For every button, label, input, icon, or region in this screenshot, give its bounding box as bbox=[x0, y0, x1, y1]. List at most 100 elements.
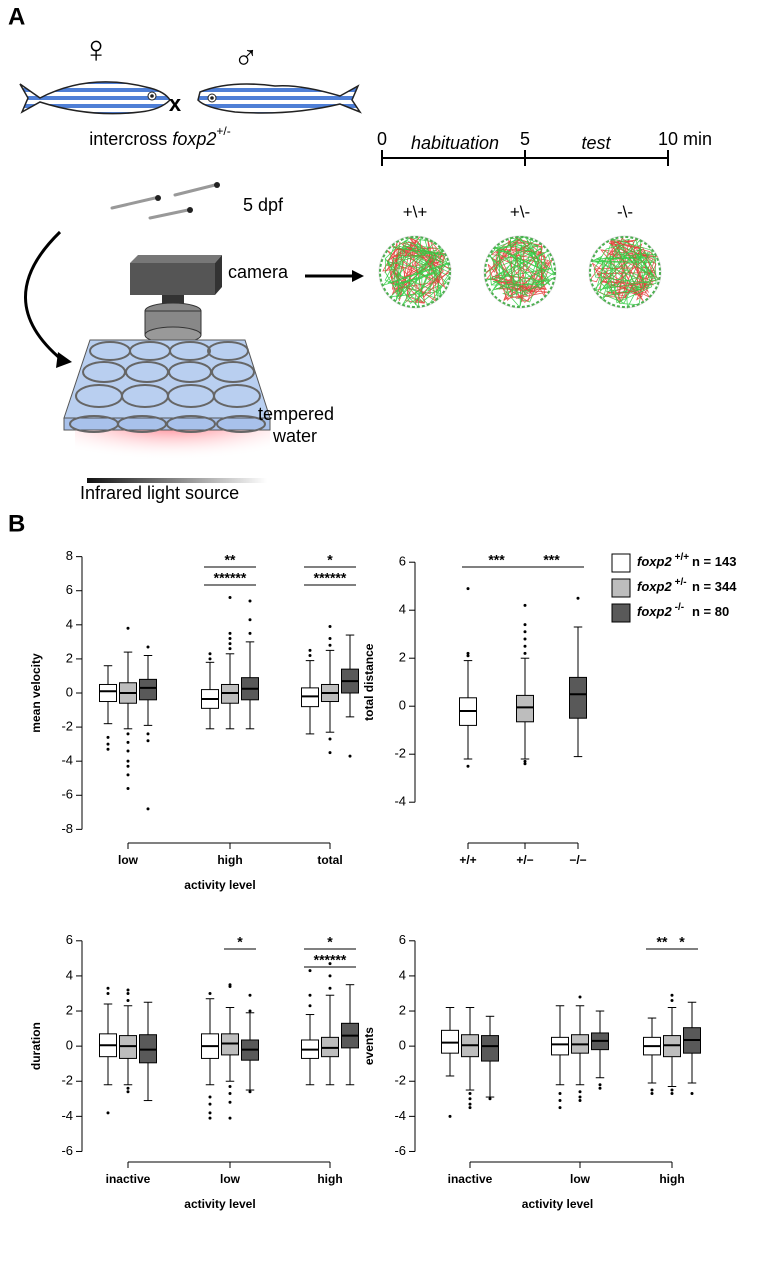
outlier bbox=[523, 603, 527, 607]
outlier bbox=[598, 1083, 602, 1087]
y-axis-label: duration bbox=[29, 1022, 43, 1070]
significance: ****** bbox=[314, 570, 347, 586]
box bbox=[516, 694, 534, 723]
outlier bbox=[328, 986, 332, 990]
outlier bbox=[670, 1092, 674, 1096]
ir-bar bbox=[87, 478, 267, 483]
female-symbol: ♀ bbox=[82, 29, 111, 71]
camera-icon bbox=[130, 255, 222, 344]
outlier bbox=[146, 732, 150, 736]
outlier bbox=[248, 599, 252, 603]
y-tick-label: 2 bbox=[399, 1002, 406, 1017]
track bbox=[486, 236, 555, 297]
legend-text: n = 143 bbox=[692, 554, 736, 569]
fish-male bbox=[197, 83, 362, 114]
y-tick-label: 6 bbox=[399, 554, 406, 569]
outlier bbox=[146, 807, 150, 811]
outlier bbox=[650, 1092, 654, 1096]
outlier bbox=[468, 1102, 472, 1106]
x-axis-label: activity level bbox=[184, 1197, 255, 1211]
outlier bbox=[248, 631, 252, 635]
legend-swatch bbox=[611, 553, 631, 573]
y-tick-label: 2 bbox=[66, 650, 73, 665]
outlier bbox=[650, 1088, 654, 1092]
outlier bbox=[558, 1099, 562, 1103]
outlier bbox=[523, 623, 527, 627]
x-tick-label: low bbox=[118, 853, 139, 867]
y-tick-label: -2 bbox=[394, 746, 406, 761]
outlier bbox=[228, 631, 232, 635]
x-tick-label: high bbox=[317, 1172, 342, 1186]
significance: *** bbox=[543, 552, 560, 568]
time-label: 0 bbox=[377, 129, 387, 149]
legend-label: foxp2 +/+ n = 143 bbox=[637, 552, 736, 570]
outlier bbox=[328, 636, 332, 640]
y-tick-label: 0 bbox=[399, 1038, 406, 1053]
y-tick-label: 0 bbox=[66, 684, 73, 699]
y-tick-label: 4 bbox=[66, 616, 73, 631]
significance: ****** bbox=[314, 952, 347, 968]
outlier bbox=[146, 739, 150, 743]
outlier bbox=[126, 740, 130, 744]
y-tick-label: 4 bbox=[399, 602, 406, 617]
track-label: +\+ bbox=[403, 202, 428, 221]
outlier bbox=[126, 764, 130, 768]
phase-label: habituation bbox=[411, 133, 499, 153]
y-tick-label: -4 bbox=[61, 1108, 73, 1123]
outlier bbox=[208, 657, 212, 661]
outlier bbox=[328, 643, 332, 647]
outlier bbox=[670, 998, 674, 1002]
phase-label: test bbox=[581, 133, 611, 153]
timeline bbox=[381, 150, 669, 166]
outlier bbox=[308, 654, 312, 657]
box bbox=[481, 1035, 499, 1062]
outlier bbox=[670, 1088, 674, 1092]
legend-text: +/+ bbox=[675, 552, 690, 563]
x-axis-label: activity level bbox=[184, 878, 255, 892]
outlier bbox=[523, 637, 527, 641]
outlier bbox=[308, 648, 312, 652]
outlier bbox=[228, 596, 232, 600]
water-label: water bbox=[272, 426, 317, 446]
x-tick-label: low bbox=[220, 1172, 241, 1186]
significance: ** bbox=[225, 552, 236, 568]
outlier bbox=[348, 754, 352, 758]
outlier bbox=[328, 737, 332, 741]
outlier bbox=[308, 993, 312, 997]
arrowhead bbox=[56, 352, 72, 368]
outlier bbox=[106, 742, 110, 746]
outlier bbox=[578, 1090, 582, 1094]
y-tick-label: -2 bbox=[394, 1073, 406, 1088]
arrow bbox=[24, 230, 63, 362]
outlier bbox=[248, 618, 252, 622]
outlier bbox=[126, 773, 130, 777]
outlier bbox=[126, 749, 130, 753]
well-plate bbox=[63, 339, 271, 470]
legend-text: n = 80 bbox=[692, 604, 729, 619]
outlier bbox=[248, 1009, 252, 1013]
time-label: 5 bbox=[520, 129, 530, 149]
outlier bbox=[208, 1095, 212, 1099]
y-tick-label: 8 bbox=[66, 548, 73, 563]
outlier bbox=[468, 1106, 472, 1110]
track-label: -\- bbox=[617, 202, 633, 221]
panel-label: A bbox=[8, 3, 25, 30]
significance: * bbox=[679, 934, 685, 950]
outlier bbox=[578, 1099, 582, 1103]
x-tick-label: inactive bbox=[448, 1172, 493, 1186]
outlier bbox=[228, 642, 232, 646]
legend-swatch bbox=[611, 603, 631, 623]
x-tick-label: +/− bbox=[516, 853, 533, 867]
y-tick-label: -6 bbox=[394, 1143, 406, 1158]
legend-text: -/- bbox=[675, 602, 684, 613]
outlier bbox=[228, 1092, 232, 1096]
panel-label: B bbox=[8, 510, 25, 537]
tracks: +\+ +\- -\- bbox=[378, 202, 662, 309]
water-label: tempered bbox=[258, 404, 334, 424]
outlier bbox=[106, 747, 110, 751]
outlier bbox=[328, 751, 332, 755]
track-label: +\- bbox=[510, 202, 530, 221]
significance: ** bbox=[657, 934, 668, 950]
track bbox=[593, 237, 661, 301]
